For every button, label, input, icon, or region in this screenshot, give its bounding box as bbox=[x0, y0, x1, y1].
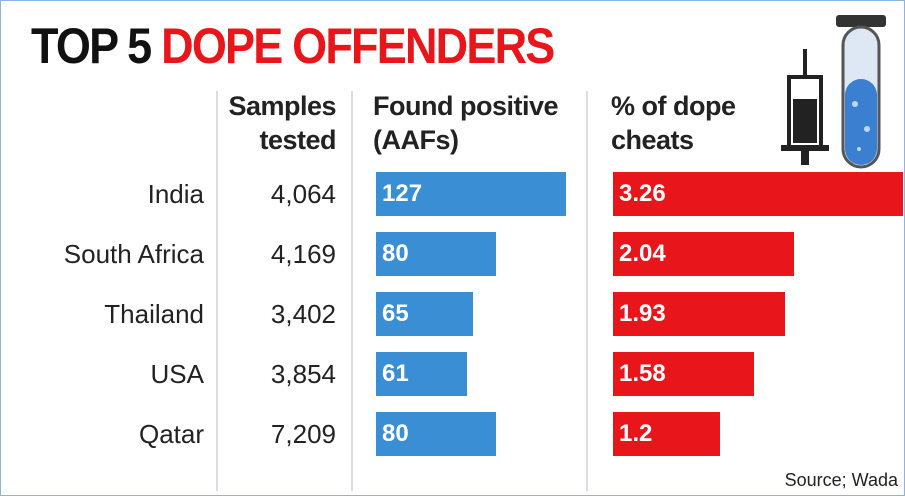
value-label: 1.2 bbox=[613, 412, 652, 456]
samples-tested: 7,209 bbox=[216, 412, 336, 456]
category-label: USA bbox=[1, 352, 204, 396]
category-label: Qatar bbox=[1, 412, 204, 456]
column-separator bbox=[586, 91, 588, 491]
category-label: India bbox=[1, 172, 204, 216]
infographic: TOP 5 DOPE OFFENDERS Samples tested Foun… bbox=[0, 0, 905, 496]
value-label: 1.58 bbox=[613, 352, 666, 396]
title-main: DOPE OFFENDERS bbox=[161, 18, 553, 74]
value-label: 3.26 bbox=[613, 172, 666, 216]
samples-tested: 3,402 bbox=[216, 292, 336, 336]
syringe-icon bbox=[781, 9, 891, 169]
column-separator bbox=[351, 91, 353, 491]
chart-title: TOP 5 DOPE OFFENDERS bbox=[31, 19, 553, 73]
samples-tested: 4,064 bbox=[216, 172, 336, 216]
value-label: 80 bbox=[376, 412, 409, 456]
value-label: 80 bbox=[376, 232, 409, 276]
column-header: % of dope cheats bbox=[611, 89, 761, 157]
value-label: 1.93 bbox=[613, 292, 666, 336]
category-label: Thailand bbox=[1, 292, 204, 336]
column-header: Found positive (AAFs) bbox=[373, 89, 578, 157]
source: Source; Wada bbox=[785, 470, 898, 491]
samples-tested: 3,854 bbox=[216, 352, 336, 396]
value-label: 2.04 bbox=[613, 232, 666, 276]
value-label: 127 bbox=[376, 172, 422, 216]
column-header: Samples tested bbox=[216, 89, 336, 157]
value-label: 65 bbox=[376, 292, 409, 336]
samples-tested: 4,169 bbox=[216, 232, 336, 276]
value-label: 61 bbox=[376, 352, 409, 396]
category-label: South Africa bbox=[1, 232, 204, 276]
title-lead: TOP 5 bbox=[31, 18, 150, 74]
